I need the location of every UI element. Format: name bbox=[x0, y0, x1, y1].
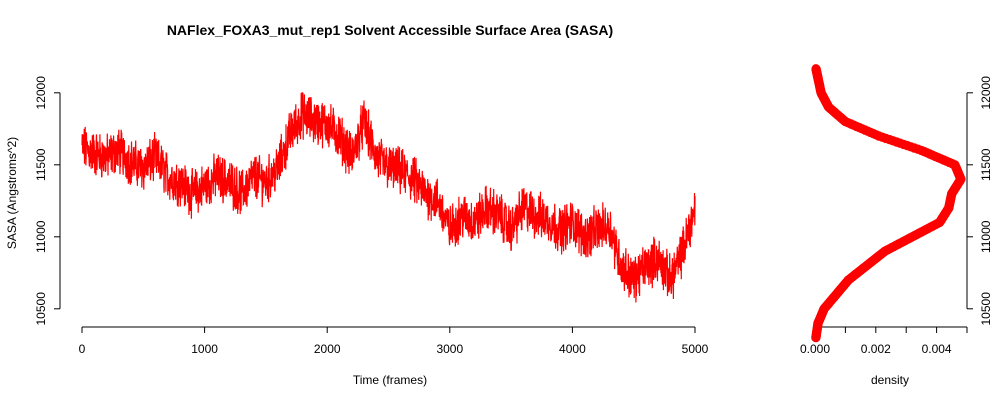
y-axis-label: SASA (Angstroms^2) bbox=[5, 137, 19, 249]
x-tick-label: 5000 bbox=[682, 342, 709, 356]
density-axes: 0.000 0.002 0.004 10500 11000 11500 12000 bbox=[800, 76, 993, 356]
x-tick-label: 0 bbox=[79, 342, 86, 356]
density-points bbox=[811, 64, 966, 343]
x-axis-label: Time (frames) bbox=[353, 373, 427, 387]
density-point bbox=[811, 64, 821, 73]
chart-title: NAFlex_FOXA3_mut_rep1 Solvent Accessible… bbox=[167, 22, 613, 38]
x-tick-label: 2000 bbox=[314, 342, 341, 356]
density-y-tick-label: 12000 bbox=[979, 76, 993, 110]
x-tick-label: 3000 bbox=[436, 342, 463, 356]
density-x-axis-label: density bbox=[871, 373, 909, 387]
density-x-tick-label: 0.002 bbox=[861, 342, 891, 356]
density-y-tick-label: 10500 bbox=[979, 292, 993, 326]
timeseries-axes: 0 1000 2000 3000 4000 5000 10500 11000 11500 1200… bbox=[34, 76, 709, 356]
x-tick-label: 1000 bbox=[191, 342, 218, 356]
x-tick-label: 4000 bbox=[559, 342, 586, 356]
density-y-tick-label: 11500 bbox=[979, 148, 993, 181]
y-tick-label: 10500 bbox=[34, 292, 48, 326]
density-x-tick-label: 0.000 bbox=[800, 342, 830, 356]
y-tick-label: 12000 bbox=[34, 76, 48, 110]
density-y-tick-label: 11000 bbox=[979, 220, 993, 253]
y-tick-label: 11000 bbox=[34, 220, 48, 253]
density-x-tick-label: 0.004 bbox=[922, 342, 952, 356]
y-tick-label: 11500 bbox=[34, 148, 48, 181]
sasa-timeseries-line bbox=[81, 92, 696, 303]
